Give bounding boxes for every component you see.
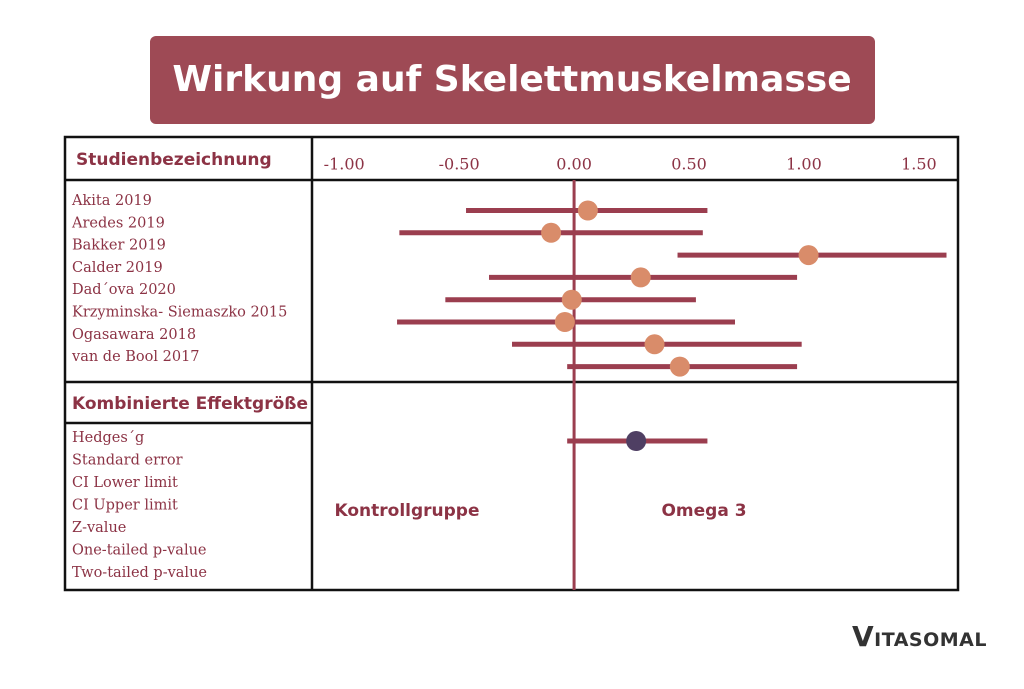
title-box <box>150 36 875 124</box>
stat-label: CI Lower limit <box>72 475 178 491</box>
study-label: van de Bool 2017 <box>71 349 200 365</box>
table-frame <box>63 135 960 592</box>
combined-header: Kombinierte Effektgröße <box>72 394 308 414</box>
annotation: Kontrollgruppe <box>334 501 479 521</box>
estimate-dot <box>577 200 598 221</box>
estimate-dot <box>644 334 665 355</box>
estimate-dot <box>561 289 582 310</box>
x-tick-label: 1.00 <box>786 155 822 174</box>
estimate-dot <box>554 312 575 332</box>
estimate-dot <box>541 222 562 243</box>
x-tick-label: -0.50 <box>439 155 480 174</box>
annotation: Omega 3 <box>661 501 746 521</box>
x-tick-label: -1.00 <box>324 155 365 174</box>
study-label: Krzyminska- Siemaszko 2015 <box>72 305 287 321</box>
estimate-dot <box>630 267 651 288</box>
study-label: Dad´ova 2020 <box>72 282 176 298</box>
estimate-dot <box>798 245 819 266</box>
estimate-dot <box>669 356 690 377</box>
x-tick-label: 0.00 <box>556 155 592 174</box>
stat-label: Z-value <box>72 520 126 536</box>
stat-label: Two-tailed p-value <box>72 565 207 581</box>
stat-label: Hedges´g <box>72 430 144 446</box>
x-tick-label: 1.50 <box>901 155 937 174</box>
chart-title: Wirkung auf Skelettmuskelmasse <box>172 59 851 100</box>
brand-logo: VITASOMAL <box>852 620 987 653</box>
study-label: Bakker 2019 <box>72 238 166 254</box>
stat-label: One-tailed p-value <box>72 543 207 559</box>
stat-label: Standard error <box>72 453 183 469</box>
stat-label: CI Upper limit <box>72 498 178 514</box>
study-label: Ogasawara 2018 <box>72 327 196 343</box>
combined-dot <box>626 431 647 451</box>
study-label: Calder 2019 <box>72 260 163 276</box>
study-label: Aredes 2019 <box>71 215 165 231</box>
x-tick-label: 0.50 <box>671 155 707 174</box>
study-label: Akita 2019 <box>71 193 152 209</box>
column-header: Studienbezeichnung <box>76 150 272 170</box>
